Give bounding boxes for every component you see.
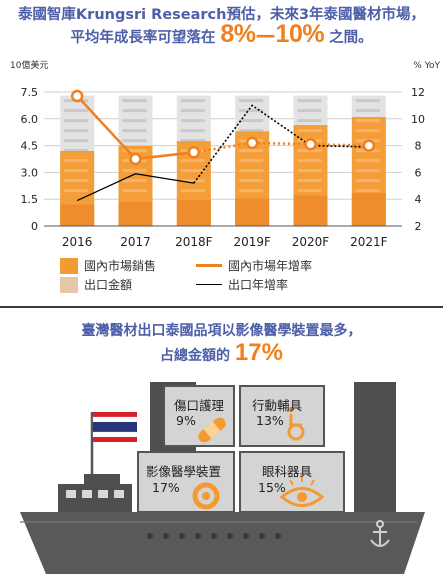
subheadline-prefix: 占總金額的 (160, 348, 231, 364)
legend-label: 國內市場年增率 (228, 259, 313, 273)
y-tick-right: 4 (415, 193, 422, 206)
x-tick-label: 2020F (292, 235, 330, 249)
marker-domestic-growth (304, 138, 317, 151)
box-pct-wound-care: 9% (176, 413, 196, 428)
cargo-ship-illustration (20, 382, 425, 574)
x-tick-label: 2017 (120, 235, 151, 249)
wheelchair-icon (287, 407, 305, 441)
headline-prefix: 平均年成長率可望落在 (70, 30, 216, 46)
box-pct-mobility-aid: 13% (256, 413, 284, 428)
headline-low-value: 8% (220, 20, 256, 48)
anchor-icon (370, 520, 390, 547)
marker-domestic-growth (70, 89, 84, 103)
legend-label: 出口金額 (84, 278, 133, 292)
y-tick-right: 8 (415, 140, 422, 153)
headline-line2: 平均年成長率可望落在 8%—10% 之間。 (0, 22, 443, 48)
box-pct-imaging: 17% (152, 480, 180, 495)
x-tick-label: 2021F (350, 235, 388, 249)
legend-line-orange (196, 264, 222, 267)
bar-export-value (351, 192, 386, 226)
x-tick-label: 2018F (175, 235, 213, 249)
headline-high-value: 10% (275, 20, 325, 48)
y-tick-left: 1.5 (21, 193, 39, 206)
y-tick-right: 2 (415, 220, 422, 233)
legend-label: 出口年增率 (228, 278, 289, 292)
y-tick-left: 6.0 (21, 113, 39, 126)
headline-dash: — (255, 23, 276, 47)
bar-export-value (293, 195, 328, 226)
box-pct-ophthalmic: 15% (258, 480, 286, 495)
y-tick-left: 4.5 (21, 140, 39, 153)
y-tick-right: 12 (411, 86, 425, 99)
bar-export-value (176, 200, 211, 226)
y-axis-right-label: % YoY (413, 61, 440, 71)
marker-domestic-growth (129, 152, 142, 166)
x-tick-label: 2019F (233, 235, 271, 249)
bar-export-value (118, 201, 153, 226)
legend-swatch-orange (60, 257, 78, 274)
legend-domestic-sales: 國內市場銷售 (60, 257, 156, 274)
eye-icon (279, 476, 325, 507)
legend-line-black (196, 284, 222, 285)
bar-export-value (60, 204, 95, 226)
box-label-mobility-aid: 行動輔具 (252, 398, 303, 413)
container-stack-right (354, 382, 396, 522)
x-tick-label: 2016 (62, 235, 93, 249)
y-tick-left: 0 (31, 220, 38, 233)
legend-export-value: 出口金額 (60, 276, 132, 293)
bar-export-value (235, 198, 270, 226)
y-tick-left: 7.5 (21, 86, 39, 99)
box-label-wound-care: 傷口護理 (174, 398, 225, 413)
legend-swatch-beige (60, 276, 78, 293)
bandage-icon (198, 417, 226, 443)
line-export-growth-forecast (193, 104, 369, 184)
marker-domestic-growth (187, 146, 201, 159)
subheadline-line1: 臺灣醫材出口泰國品項以影像醫學裝置最多， (81, 323, 362, 339)
scanner-icon (192, 482, 220, 510)
y-axis-left-label: 10億美元 (10, 59, 48, 71)
line-domestic-growth-forecast (193, 141, 369, 154)
headline: 泰國智庫Krungsri Research預估，未來3年泰國醫材市場， 平均年成… (0, 6, 443, 48)
marker-domestic-growth (245, 136, 259, 150)
legend-domestic-growth: 國內市場年增率 (196, 257, 312, 274)
headline-line1: 泰國智庫Krungsri Research預估，未來3年泰國醫材市場， (17, 7, 426, 23)
marker-domestic-growth (362, 139, 376, 152)
ship-bridge (58, 484, 132, 512)
market-chart: 10億美元 % YoY 0 1.5 3.0 4.5 6.0 7.5 2 4 6 8 10 12 2016 20… (10, 59, 441, 249)
y-tick-right: 6 (415, 166, 422, 179)
subheadline-line2: 占總金額的 17% (0, 339, 443, 367)
headline-suffix: 之間。 (329, 30, 373, 46)
ship-hull (20, 512, 425, 574)
box-label-ophthalmic: 眼科器具 (262, 464, 313, 479)
cargo-box-mobility-aid (239, 385, 325, 447)
legend-label: 國內市場銷售 (84, 259, 157, 273)
y-tick-left: 3.0 (21, 166, 39, 179)
line-export-growth (76, 173, 194, 202)
box-label-imaging: 影像醫學裝置 (146, 464, 222, 479)
legend-export-growth: 出口年增率 (196, 276, 288, 293)
section-divider (0, 306, 443, 308)
subheadline: 臺灣醫材出口泰國品項以影像醫學裝置最多， 占總金額的 17% (0, 320, 443, 367)
y-tick-right: 10 (411, 113, 425, 126)
subheadline-percent: 17% (234, 339, 283, 366)
